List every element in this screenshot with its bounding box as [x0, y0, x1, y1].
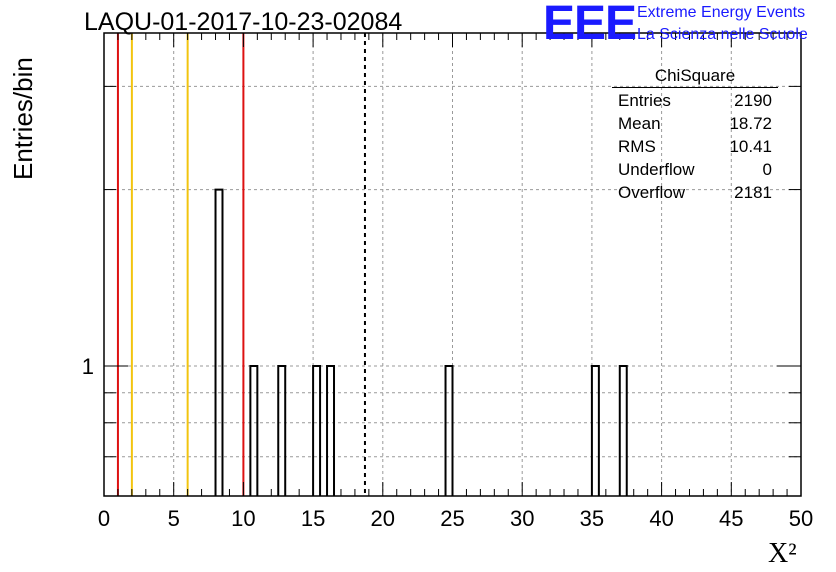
stats-label: RMS [618, 137, 656, 156]
x-tick-label: 30 [510, 506, 534, 531]
x-tick-label: 40 [649, 506, 673, 531]
stats-value: 2181 [734, 183, 772, 202]
stats-row-underflow: Underflow 0 [612, 158, 778, 181]
x-tick-label: 45 [719, 506, 743, 531]
x-tick-label: 20 [371, 506, 395, 531]
stats-label: Underflow [618, 160, 695, 179]
stats-row-rms: RMS 10.41 [612, 135, 778, 158]
histogram-bar [214, 188, 224, 496]
histogram-bar [312, 364, 322, 496]
stats-row-overflow: Overflow 2181 [612, 181, 778, 204]
y-tick-label: 1 [82, 354, 94, 379]
reference-lines [116, 33, 366, 496]
histogram-bar [618, 364, 628, 496]
x-tick-label: 50 [789, 506, 813, 531]
stats-value: 18.72 [729, 114, 772, 133]
histogram-bars [214, 188, 628, 496]
histogram-bar [249, 364, 259, 496]
stats-label: Entries [618, 91, 671, 110]
stats-label: Overflow [618, 183, 686, 202]
x-tick-label: 10 [231, 506, 255, 531]
y-axis-label: Entries/bin [8, 57, 38, 180]
histogram-bar [444, 364, 454, 496]
stats-value: 10.41 [729, 137, 772, 156]
stats-value: 0 [762, 160, 772, 179]
eee-logo: EEE [543, 0, 637, 50]
stats-title: ChiSquare [612, 66, 778, 88]
histogram-bar [326, 364, 336, 496]
tick-labels: 0 5 10 15 20 25 30 35 40 45 50 1 [82, 354, 813, 531]
histogram-bar [277, 364, 287, 496]
stats-value: 2190 [734, 91, 772, 110]
x-axis-label: X² [768, 538, 797, 569]
x-tick-label: 25 [440, 506, 464, 531]
logo-line-1: Extreme Energy Events [637, 4, 806, 21]
x-tick-label: 15 [301, 506, 325, 531]
histogram-bar [590, 364, 600, 496]
axis-ticks [103, 33, 802, 496]
x-tick-label: 0 [98, 506, 110, 531]
x-tick-label: 35 [580, 506, 604, 531]
stats-label: Mean [618, 114, 661, 133]
logo-line-2: La Scienza nelle Scuole [637, 26, 808, 43]
stats-row-mean: Mean 18.72 [612, 112, 778, 135]
stats-box: ChiSquare Entries 2190 Mean 18.72 RMS 10.41… [612, 66, 778, 204]
x-tick-label: 5 [168, 506, 180, 531]
chart-title: LAQU-01-2017-10-23-02084 [84, 8, 403, 36]
stats-row-entries: Entries 2190 [612, 89, 778, 112]
